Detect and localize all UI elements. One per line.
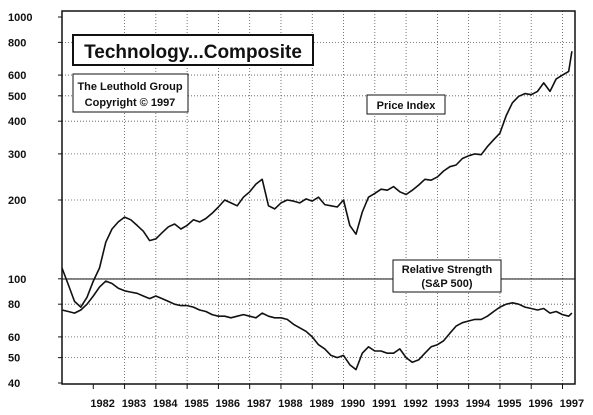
price-index-label: Price Index: [377, 100, 437, 112]
y-tick-label: 400: [8, 116, 26, 128]
price-index-line: [61, 51, 573, 308]
plot-frame: [61, 10, 576, 385]
copyright-label: Copyright © 1997: [85, 97, 176, 109]
y-tick-label: 40: [8, 378, 20, 390]
x-tick-label: 1987: [247, 398, 271, 410]
x-tick-label: 1989: [309, 398, 333, 410]
source-box: [72, 73, 189, 113]
title-box: [72, 34, 314, 66]
y-axis: 1000 800 600 500 400 300 200 100 80 60 50 40: [8, 12, 62, 390]
x-tick-label: 1985: [184, 398, 208, 410]
relative-strength-label: Relative Strength: [402, 264, 493, 276]
y-tick-label: 50: [8, 353, 20, 365]
relative-strength-sub: (S&P 500): [421, 278, 472, 290]
y-tick-label: 100: [8, 274, 26, 286]
chart-title: Technology...Composite: [84, 42, 302, 63]
x-tick-label: 1994: [466, 398, 491, 410]
y-tick-label: 60: [8, 332, 20, 344]
x-tick-label: 1990: [341, 398, 365, 410]
y-tick-label: 500: [8, 91, 26, 103]
x-tick-label: 1997: [560, 398, 584, 410]
x-tick-label: 1995: [497, 398, 521, 410]
y-tick-label: 1000: [8, 12, 32, 24]
y-tick-label: 80: [8, 299, 20, 311]
x-tick-label: 1993: [435, 398, 459, 410]
y-tick-label: 800: [8, 37, 26, 49]
x-tick-label: 1983: [122, 398, 146, 410]
x-tick-label: 1996: [528, 398, 552, 410]
relative-strength-line: [61, 280, 573, 371]
y-tick-label: 600: [8, 70, 26, 82]
source-label: The Leuthold Group: [77, 81, 182, 93]
price-index-box: [366, 94, 446, 115]
x-tick-label: 1992: [403, 398, 427, 410]
x-tick-label: 1991: [372, 398, 396, 410]
x-tick-label: 1984: [153, 398, 178, 410]
y-tick-label: 300: [8, 149, 26, 161]
x-tick-label: 1986: [216, 398, 240, 410]
series-group: [61, 51, 573, 371]
x-tick-label: 1988: [278, 398, 302, 410]
grid: [62, 11, 575, 384]
relative-strength-box: [392, 259, 502, 293]
y-tick-label: 200: [8, 195, 26, 207]
x-axis: 1982 1983 1984 1985 1986 1987 1988 1989 1990 1991…: [90, 384, 584, 410]
x-tick-label: 1982: [90, 398, 114, 410]
